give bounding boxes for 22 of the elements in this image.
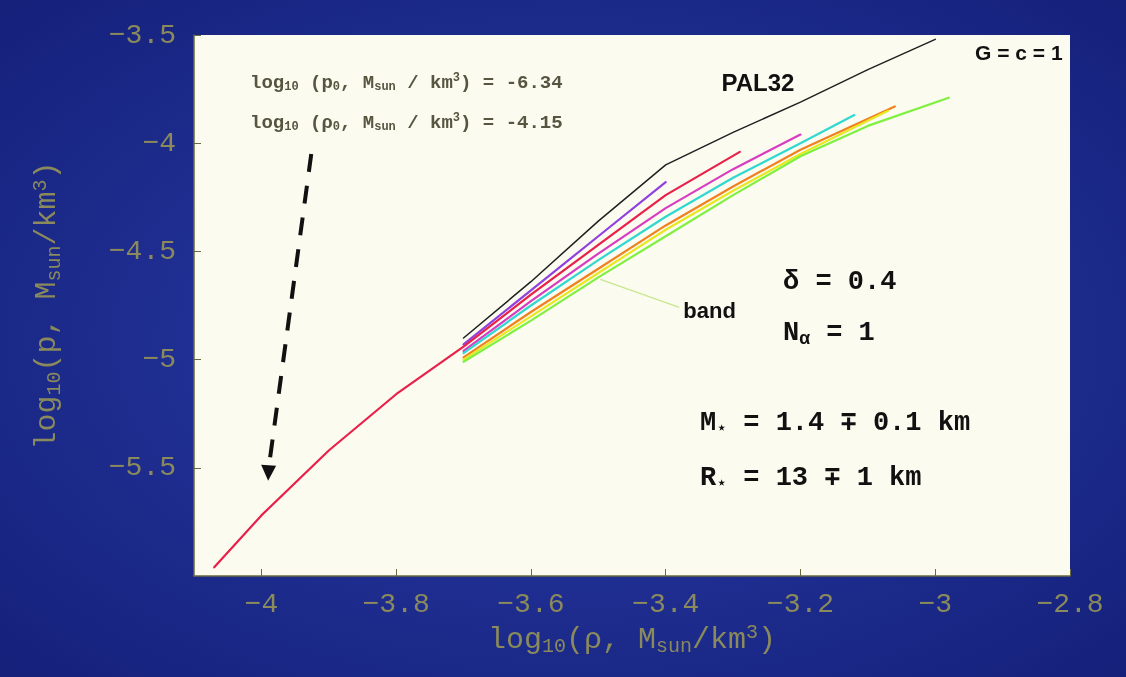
x-tick-label: −3.2 <box>766 588 835 620</box>
annotation: δ = 0.4 <box>783 266 897 297</box>
annotation: M⋆ = 1.4 ∓ 0.1 km <box>700 408 971 439</box>
x-tick-label: −3.4 <box>632 588 700 620</box>
y-tick-label: −4.5 <box>108 235 176 267</box>
x-tick-label: −3.6 <box>497 588 565 620</box>
y-tick-label: −4 <box>142 127 176 159</box>
x-tick-label: −3.8 <box>362 588 430 620</box>
annotation: R⋆ = 13 ∓ 1 km <box>700 463 922 494</box>
x-tick-label: −4 <box>244 588 279 620</box>
annotation: G = c = 1 <box>975 41 1063 64</box>
line-series <box>462 133 802 353</box>
annotation: band <box>683 297 736 323</box>
x-tick-label: −3 <box>918 588 953 620</box>
y-tick-label: −5 <box>142 344 176 376</box>
series-label: PAL32 <box>721 68 795 96</box>
line-series <box>462 181 667 346</box>
x-tick-label: −2.8 <box>1036 588 1104 620</box>
y-axis-title: log10(p, Msun/km3) <box>28 161 66 450</box>
line-series <box>213 150 741 569</box>
y-tick-label: −5.5 <box>108 452 176 484</box>
y-tick-label: −3.5 <box>108 19 176 51</box>
